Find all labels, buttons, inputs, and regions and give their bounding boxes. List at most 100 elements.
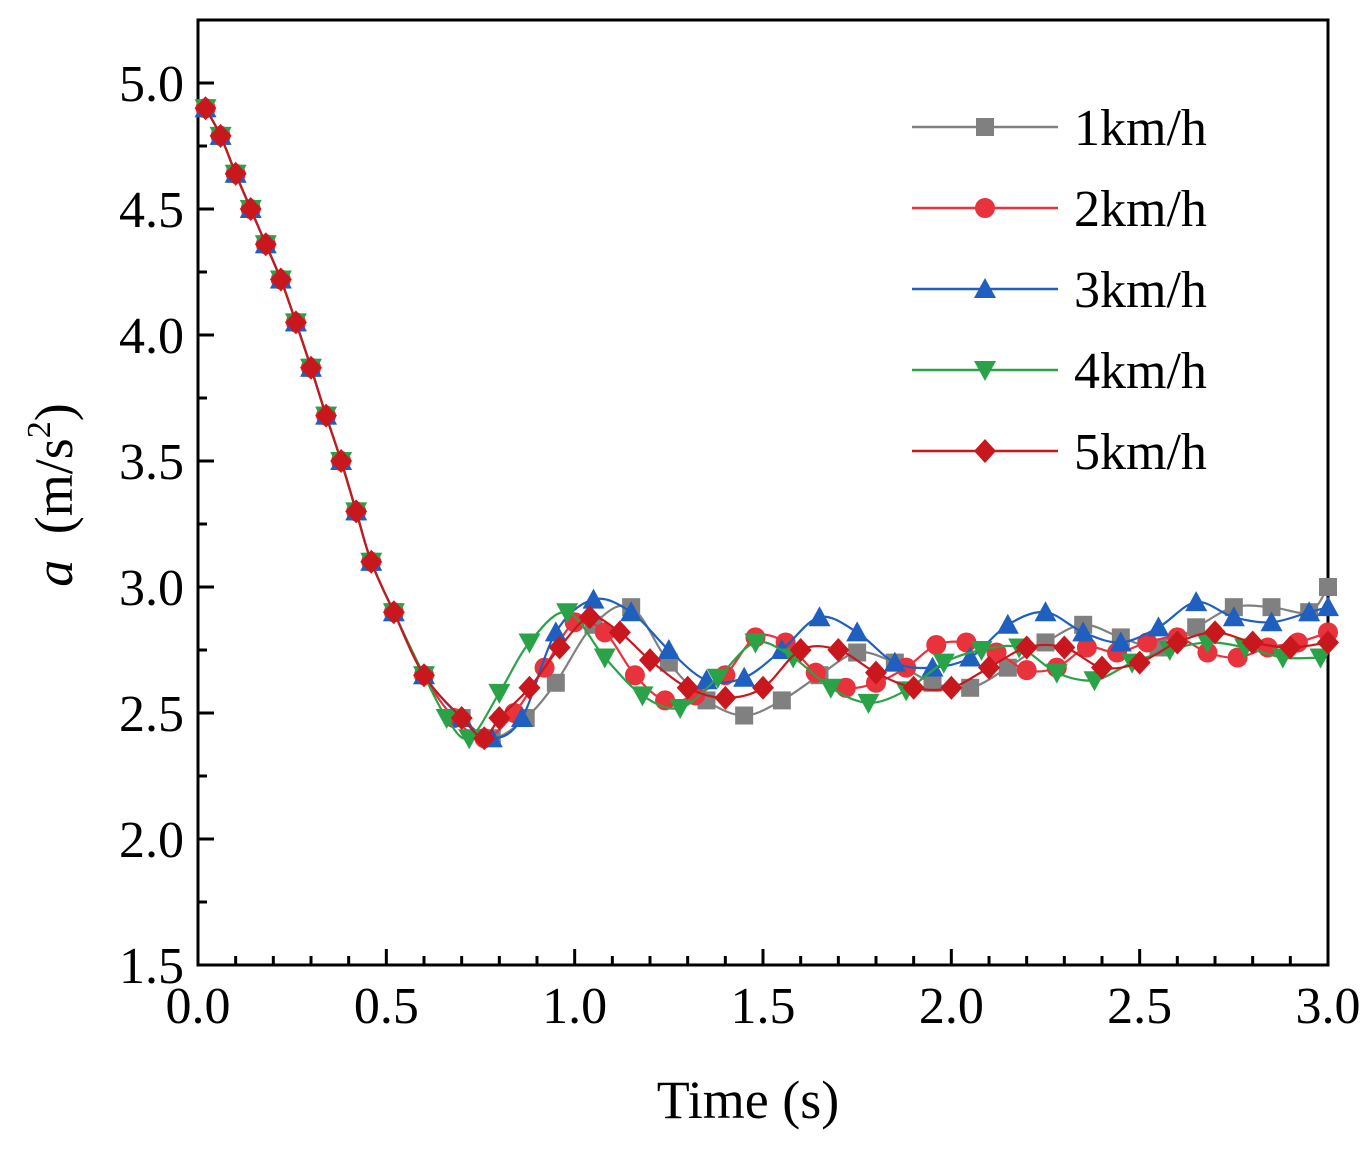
y-tick-label: 5.0 [119,56,184,113]
x-tick-label: 0.5 [354,978,419,1035]
data-point [450,706,473,731]
x-tick-label: 1.5 [731,978,796,1035]
data-point [808,606,831,627]
data-point [1036,633,1055,652]
data-point [254,232,277,257]
data-point [735,706,754,725]
data-point [846,621,869,642]
data-point [518,633,541,654]
data-point [458,729,481,750]
data-point [1015,635,1038,660]
data-point [896,657,917,678]
data-point [1091,655,1113,680]
data-point [959,646,982,667]
legend-marker [974,278,996,298]
x-tick-label: 3.0 [1296,978,1361,1035]
data-point [194,96,217,121]
y-axis-variable: a [24,560,84,587]
data-point [956,632,977,653]
legend-label: 5km/h [1074,424,1207,481]
data-point [239,197,262,221]
data-point [923,673,942,692]
data-point [360,549,383,574]
data-point [883,651,906,672]
data-point [209,123,232,148]
data-point [669,698,692,719]
data-point [789,638,812,662]
x-tick-label: 0.0 [166,978,231,1035]
legend-label: 1km/h [1074,100,1207,157]
data-point [902,675,925,700]
data-point [1317,630,1339,655]
plot-frame [196,18,1330,967]
legend: 1km/h 2km/h 3km/h 4km/h 5km/h [912,100,1207,481]
y-tick-label: 2.0 [119,812,184,869]
y-tick-label: 4.5 [119,182,184,239]
data-point [996,613,1019,634]
data-point [1185,591,1208,612]
data-point [827,638,850,662]
data-point [300,355,322,380]
data-point [330,449,353,473]
x-axis-title: Time (s) [657,1070,840,1130]
legend-marker [974,439,996,463]
data-point [1034,601,1057,622]
data-point [1053,635,1076,660]
data-point [978,655,1000,680]
data-point [1076,637,1097,658]
data-point [488,706,511,731]
data-point [940,675,963,700]
data-point [620,601,643,622]
data-point [488,683,511,704]
data-point [970,641,993,661]
series-5 [194,96,1339,751]
y-axis-unit: (m/s [24,438,84,534]
legend-item: 5km/h [912,424,1207,481]
data-point [1241,630,1264,655]
x-tick-label: 2.0 [919,978,984,1035]
y-tick-label: 3.0 [119,560,184,617]
legend-label: 4km/h [1074,343,1207,400]
data-point [1128,650,1151,675]
data-point [544,621,567,642]
data-point [848,643,867,662]
data-point [639,648,661,673]
data-point [961,678,980,697]
legend-marker [974,361,996,381]
data-point [819,678,842,699]
legend-label: 2km/h [1074,181,1207,238]
data-point [631,686,654,707]
y-tick-label: 3.5 [119,434,184,491]
data-point [921,656,944,677]
data-point [546,673,565,692]
y-axis-unit-close: ) [24,403,84,421]
data-point [714,685,737,710]
data-point [224,161,247,186]
data-point [1309,648,1332,669]
y-axis-title: a (m/s2) [21,403,84,587]
data-point [382,600,405,625]
data-point [772,691,791,710]
data-point [284,310,307,335]
y-tick-label: 1.5 [119,938,184,995]
axis-ticks: 1.5 2.0 2.5 3.0 3.5 4.0 4.5 5.0 0.0 0.5 1.0 1.5 2.0 2… [119,56,1361,1035]
data-point [706,668,729,689]
legend-item: 2km/h [912,181,1207,238]
data-point [865,660,887,685]
x-tick-label: 2.5 [1107,978,1172,1035]
data-point [518,675,541,700]
data-point [1016,660,1037,681]
data-point [857,693,880,714]
y-tick-label: 4.0 [119,308,184,365]
data-point [1222,606,1245,627]
data-point [1187,618,1206,637]
legend-marker [975,198,995,218]
data-point [1204,620,1226,645]
data-point [1317,596,1339,617]
legend-label: 3km/h [1074,262,1207,319]
data-point [510,707,533,728]
data-point [1147,616,1170,637]
series-layer [194,96,1339,751]
data-point [608,620,631,645]
